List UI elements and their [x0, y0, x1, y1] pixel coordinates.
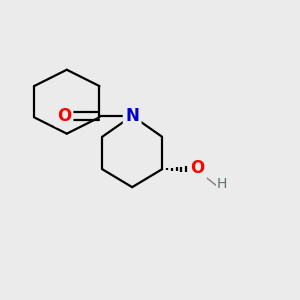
Text: O: O [57, 107, 71, 125]
Text: N: N [125, 107, 139, 125]
Text: O: O [190, 159, 205, 177]
Text: H: H [217, 177, 227, 191]
